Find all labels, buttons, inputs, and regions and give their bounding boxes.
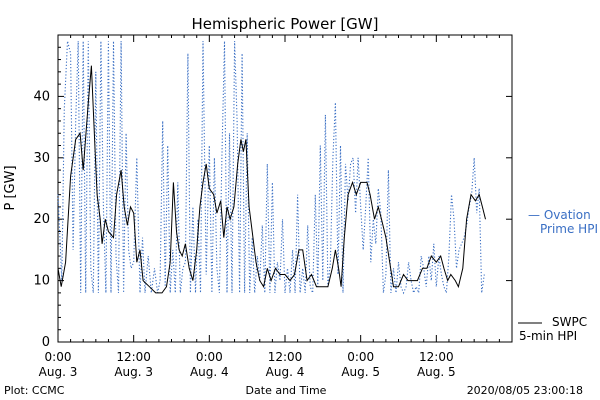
x-tick-time-label: 12:00	[116, 350, 151, 364]
legend-swpc-line2: 5-min HPI	[519, 329, 577, 343]
x-tick-date-label: Aug. 5	[417, 365, 456, 379]
plot-credit: Plot: CCMC	[4, 384, 65, 397]
swpc-series	[57, 65, 486, 294]
x-tick-date-label: Aug. 3	[39, 365, 78, 379]
x-axis-label: Date and Time	[246, 384, 327, 397]
x-tick-time-label: 0:00	[347, 350, 374, 364]
ovation-prime-line	[57, 40, 485, 295]
x-tick-date-label: Aug. 5	[341, 365, 380, 379]
legend-ovation-line1: — Ovation	[528, 208, 591, 222]
y-tick-label: 30	[33, 151, 50, 166]
x-tick-date-label: Aug. 3	[114, 365, 153, 379]
x-tick-time-label: 12:00	[419, 350, 454, 364]
x-tick-date-label: Aug. 4	[190, 365, 229, 379]
ovation-prime-series	[57, 40, 485, 295]
legend-swpc-line1: SWPC	[552, 315, 587, 329]
x-tick-time-label: 12:00	[268, 350, 303, 364]
plot-frame	[57, 34, 513, 343]
plot-timestamp: 2020/08/05 23:00:18	[467, 384, 583, 397]
y-tick-label: 20	[33, 212, 50, 227]
legend-ovation-line2: Prime HPI	[540, 222, 598, 236]
y-tick-label: 10	[33, 274, 50, 289]
y-tick-label: 40	[33, 89, 50, 104]
chart-title: Hemispheric Power [GW]	[192, 15, 379, 33]
swpc-line	[57, 65, 486, 294]
y-axis-label: P [GW]	[3, 165, 18, 210]
x-tick-date-label: Aug. 4	[266, 365, 305, 379]
x-tick-time-label: 0:00	[45, 350, 72, 364]
y-tick-label: 0	[42, 335, 50, 350]
x-tick-time-label: 0:00	[196, 350, 223, 364]
